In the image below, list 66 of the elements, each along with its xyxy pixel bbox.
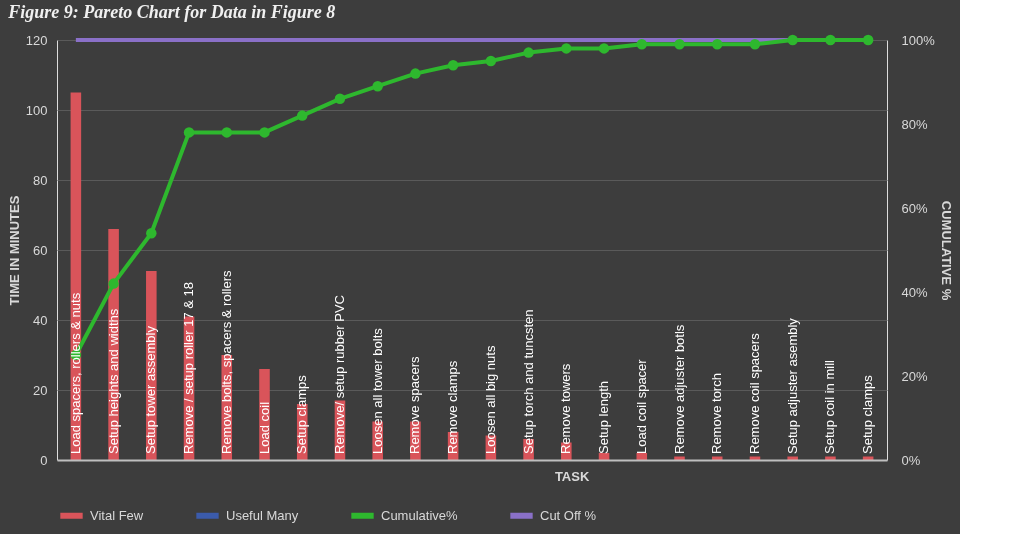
y-axis-title: TIME IN MINUTES [6,195,22,306]
y-tick-label: 60 [33,242,48,258]
legend-label: Vital Few [90,507,144,523]
x-tick-label: Remove spacers [407,355,423,454]
point [221,127,233,138]
x-tick-label: Setup clamps [294,374,310,454]
point [334,93,346,105]
x-tick-label: Setup heights and widths [105,308,121,454]
y-tick-label: 40 [33,312,48,328]
point [636,38,648,50]
point [108,278,119,289]
x-tick-label: Remove / setup roller 17 & 18 [181,282,197,454]
x-tick-label: Setup coil in mill [822,359,838,454]
point [485,55,497,67]
x-tick-label: Setup clamps [860,374,876,454]
y-tick-label: 20 [33,382,48,398]
point [146,227,157,239]
y-tick-label: 0 [40,452,48,468]
point [296,110,308,121]
x-axis-title: TASK [554,468,590,484]
point [674,38,685,50]
x-tick-label: Setup tower assembly [143,325,159,454]
x-tick-label: Setup length [596,380,612,454]
point [749,38,761,50]
point [598,43,610,54]
y-tick-label: 100 [25,102,48,118]
point [523,47,534,58]
x-tick-label: Load coil spacer [633,358,649,454]
y-tick-label: 80 [33,172,48,188]
bar [636,453,648,460]
x-tick-label: Remove coil spacers [746,332,762,454]
y-tick-label: 120 [25,32,48,48]
y2-tick-label: 60% [901,200,928,216]
y2-tick-label: 20% [901,368,928,384]
point [259,127,270,138]
point [787,34,798,46]
x-tick-label: Remove clamps [445,360,461,454]
point [447,59,459,71]
y2-tick-label: 40% [901,284,928,300]
y2-axis-title: CUMULATIVE % [938,200,954,301]
point [410,68,421,79]
x-tick-label: Remove torch [709,373,725,454]
point [862,34,874,46]
x-tick-label: Loosen all big nuts [482,345,498,454]
legend-label: Useful Many [226,507,299,523]
x-tick-label: Remove/ setup rubber PVC [331,295,347,454]
legend-label: Cut Off % [540,507,597,523]
point [711,38,723,50]
point [183,127,195,138]
x-tick-label: Remove bolts, spacers & rollers [218,269,234,454]
point [561,43,572,54]
chart-title: Figure 9: Pareto Chart for Data in Figure 8 [7,2,336,22]
x-tick-label: Loosen all tower bolts [369,327,385,454]
y2-tick-label: 0% [901,452,921,468]
x-tick-label: Remove adjuster botls [671,324,687,454]
point [372,80,383,92]
x-tick-label: Setup adjuster asembly [784,317,800,454]
x-tick-label: Load coil [256,401,272,454]
x-tick-label: Load spacers, rollers & nuts [67,292,83,454]
legend-label: Cumulative% [381,507,459,523]
x-tick-label: Setup torch and tuncsten [520,309,536,454]
bar [598,453,610,460]
point [825,34,836,46]
y2-tick-label: 100% [901,32,936,48]
x-tick-label: Remove towers [558,363,574,454]
y2-tick-label: 80% [901,116,928,132]
